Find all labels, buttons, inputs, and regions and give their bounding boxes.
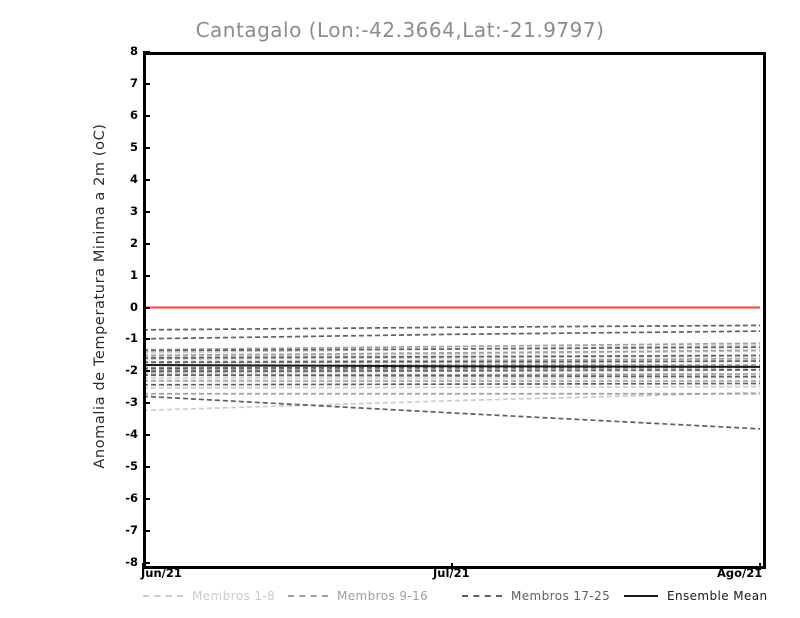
legend-item: Membros 9-16 [288, 586, 428, 606]
y-tick-label: -2 [125, 363, 138, 378]
legend-swatch [462, 595, 502, 597]
y-tick-mark [143, 178, 150, 181]
y-tick-label: 2 [129, 235, 138, 250]
y-tick-mark [143, 51, 150, 53]
legend-swatch [288, 595, 328, 597]
y-tick-mark [143, 274, 150, 277]
legend-item: Ensemble Mean [624, 586, 768, 606]
member-line [143, 346, 760, 352]
member-line [143, 342, 760, 351]
member-line [143, 395, 760, 430]
x-tick-mark [759, 563, 761, 570]
plot-area [143, 52, 760, 563]
x-tick-label: Jun/21 [141, 566, 182, 580]
y-tick-label: 7 [129, 75, 138, 90]
member-line [143, 376, 760, 380]
y-tick-label: -4 [125, 427, 138, 442]
legend-label: Ensemble Mean [667, 589, 768, 603]
legend-swatch [143, 595, 183, 597]
chart-title: Cantagalo (Lon:-42.3664,Lat:-21.9797) [195, 18, 605, 42]
y-tick-label: -5 [125, 459, 138, 474]
y-tick-label: 1 [129, 267, 138, 282]
member-line [143, 368, 760, 373]
y-tick-mark [143, 146, 150, 149]
legend-item: Membros 17-25 [462, 586, 610, 606]
data-lines [143, 306, 760, 430]
ensemble-mean-line [143, 363, 760, 368]
legend-label: Membros 1-8 [192, 589, 276, 603]
y-tick-mark [143, 402, 150, 405]
y-tick-mark [143, 338, 150, 341]
legend-label: Membros 17-25 [511, 589, 611, 603]
member-line [143, 324, 760, 331]
y-tick-label: -7 [125, 523, 138, 538]
y-tick-label: -8 [125, 555, 138, 569]
x-tick-label: Ago/21 [717, 566, 763, 580]
y-tick-label: -3 [125, 395, 138, 410]
y-tick-label: 4 [129, 171, 138, 186]
y-tick-mark [143, 242, 150, 245]
legend-label: Membros 9-16 [337, 589, 429, 603]
y-tick-mark [143, 562, 150, 564]
y-axis-tick-labels: 8 7 6 5 4 3 2 1 0 -1 -2 -3 -4 -5 -6 -7 -8 [106, 0, 138, 618]
chart-legend: Membros 1-8 Membros 9-16 Membros 17-25 Ense… [0, 586, 800, 608]
member-line [143, 350, 760, 358]
member-line [143, 374, 760, 378]
member-line [143, 385, 760, 389]
y-tick-label: 5 [129, 139, 138, 154]
y-tick-mark [143, 498, 150, 501]
member-line [143, 373, 760, 376]
member-line [143, 349, 760, 357]
legend-swatch [624, 595, 658, 597]
x-tick-label: Jul/21 [433, 566, 470, 580]
member-line [143, 354, 760, 359]
y-tick-label: 8 [129, 44, 138, 58]
y-tick-mark [143, 466, 150, 469]
y-tick-mark [143, 434, 150, 437]
y-tick-mark [143, 530, 150, 533]
y-tick-label: -1 [125, 331, 138, 346]
y-tick-label: 6 [129, 107, 138, 122]
y-tick-mark [143, 210, 150, 213]
y-tick-mark [143, 114, 150, 117]
y-tick-label: 0 [129, 299, 138, 314]
y-tick-label: 3 [129, 203, 138, 218]
member-line [143, 391, 760, 412]
y-tick-mark [143, 306, 150, 309]
member-line [143, 360, 760, 364]
legend-item: Membros 1-8 [143, 586, 275, 606]
x-tick-mark [142, 563, 144, 570]
member-line [143, 330, 760, 340]
member-line [143, 366, 760, 371]
x-tick-mark [450, 563, 453, 570]
y-tick-mark [143, 370, 150, 373]
y-tick-mark [143, 82, 150, 85]
member-line [143, 357, 760, 363]
y-tick-label: -6 [125, 491, 138, 506]
member-line [143, 382, 760, 386]
